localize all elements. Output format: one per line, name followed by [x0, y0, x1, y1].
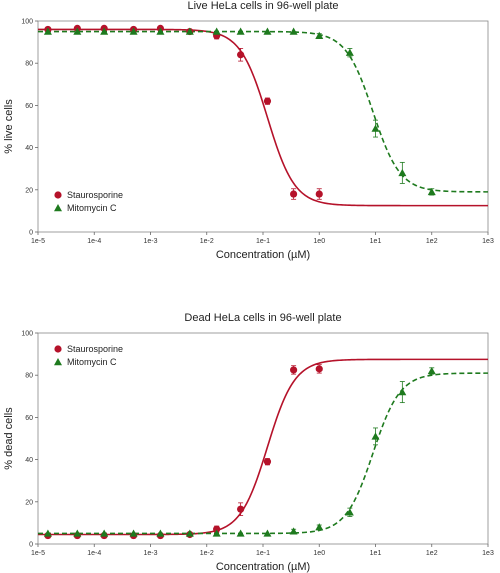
data-point-mitomycin-c — [129, 529, 138, 537]
data-point-mitomycin-c — [398, 168, 407, 177]
data-point-staurosporine — [315, 365, 323, 373]
data-point-mitomycin-c — [156, 27, 165, 35]
legend-marker — [54, 204, 62, 212]
data-point-mitomycin-c — [156, 529, 165, 537]
y-tick-label: 20 — [25, 499, 33, 506]
data-point-staurosporine — [315, 190, 323, 198]
data-point-mitomycin-c — [100, 529, 109, 537]
x-tick-label: 1e-4 — [87, 550, 101, 557]
data-point-mitomycin-c — [371, 124, 380, 132]
legend: Staurosporine Mitomycin C — [54, 190, 123, 213]
chart-title: Dead HeLa cells in 96-well plate — [184, 312, 341, 324]
x-tick-label: 1e-2 — [200, 238, 214, 245]
x-tick-label: 1e-2 — [200, 550, 214, 557]
y-tick-label: 60 — [25, 415, 33, 422]
y-tick-label: 80 — [25, 61, 33, 68]
plot-frame — [37, 20, 489, 233]
x-tick-label: 1e2 — [426, 238, 438, 245]
x-tick-label: 1e-3 — [143, 550, 157, 557]
y-tick-label: 80 — [25, 373, 33, 380]
x-tick-label: 1e-1 — [256, 238, 270, 245]
data-point-mitomycin-c — [345, 48, 354, 56]
chart-1: Live HeLa cells in 96-well plate 1e-5 1e-4… — [3, 0, 494, 261]
data-point-mitomycin-c — [185, 529, 194, 537]
data-point-staurosporine — [290, 190, 298, 198]
data-point-mitomycin-c — [427, 366, 436, 375]
x-tick-label: 1e1 — [370, 238, 382, 245]
data-point-staurosporine — [237, 505, 245, 513]
x-tick-label: 1e-1 — [256, 550, 270, 557]
x-tick-label: 1e-4 — [87, 238, 101, 245]
x-tick-label: 1e-5 — [31, 238, 45, 245]
data-point-mitomycin-c — [236, 27, 245, 35]
x-tick-label: 1e-3 — [143, 238, 157, 245]
x-tick-label: 1e-5 — [31, 550, 45, 557]
fit-curve-mitomycin-c — [38, 372, 489, 535]
data-point-mitomycin-c — [212, 27, 221, 35]
chart-2: Dead HeLa cells in 96-well plate 1e-5 1e-4… — [3, 312, 494, 573]
legend-label: Staurosporine — [67, 190, 123, 200]
x-tick-label: 1e0 — [313, 550, 325, 557]
data-point-mitomycin-c — [129, 27, 138, 35]
y-tick-label: 100 — [21, 19, 33, 26]
x-tick-label: 1e2 — [426, 550, 438, 557]
data-point-mitomycin-c — [263, 529, 272, 537]
y-tick-label: 100 — [21, 331, 33, 338]
legend-marker — [54, 358, 62, 366]
legend-label: Mitomycin C — [67, 203, 117, 213]
data-point-mitomycin-c — [289, 527, 298, 535]
y-tick-label: 40 — [25, 145, 33, 152]
data-point-mitomycin-c — [315, 31, 324, 39]
data-point-mitomycin-c — [315, 523, 324, 531]
data-point-mitomycin-c — [236, 529, 245, 537]
x-tick-label: 1e3 — [482, 238, 494, 245]
data-point-mitomycin-c — [43, 529, 52, 537]
y-tick-label: 40 — [25, 457, 33, 464]
x-axis-label: Concentration (µM) — [216, 249, 310, 261]
x-tick-label: 1e1 — [370, 550, 382, 557]
legend-label: Mitomycin C — [67, 357, 117, 367]
data-point-staurosporine — [263, 97, 272, 105]
data-point-mitomycin-c — [398, 388, 407, 396]
y-tick-label: 60 — [25, 103, 33, 110]
data-point-staurosporine — [290, 366, 298, 374]
data-point-staurosporine — [213, 525, 221, 533]
chart-title: Live HeLa cells in 96-well plate — [187, 0, 338, 12]
data-point-mitomycin-c — [263, 27, 272, 35]
legend-marker — [54, 345, 62, 353]
data-point-mitomycin-c — [73, 529, 82, 537]
x-tick-label: 1e0 — [313, 238, 325, 245]
y-axis-label: % live cells — [3, 99, 15, 154]
legend-marker — [54, 191, 62, 199]
data-point-staurosporine — [237, 51, 245, 59]
data-point-mitomycin-c — [73, 27, 82, 35]
data-point-mitomycin-c — [185, 27, 194, 35]
fit-curve-staurosporine — [38, 28, 488, 207]
data-point-mitomycin-c — [100, 27, 109, 35]
y-axis-label: % dead cells — [3, 407, 15, 470]
y-tick-label: 0 — [29, 542, 33, 549]
fit-curve-mitomycin-c — [38, 30, 489, 193]
legend-label: Staurosporine — [67, 344, 123, 354]
data-point-mitomycin-c — [427, 187, 436, 196]
y-tick-label: 20 — [25, 187, 33, 194]
legend: Staurosporine Mitomycin C — [54, 344, 123, 367]
data-point-staurosporine — [263, 458, 272, 466]
fit-curve-staurosporine — [38, 358, 488, 536]
data-point-mitomycin-c — [212, 529, 221, 537]
y-tick-label: 0 — [29, 230, 33, 237]
data-point-mitomycin-c — [289, 27, 298, 35]
data-point-mitomycin-c — [43, 27, 52, 35]
data-point-mitomycin-c — [371, 432, 380, 440]
x-tick-label: 1e3 — [482, 550, 494, 557]
x-axis-label: Concentration (µM) — [216, 561, 310, 573]
data-point-mitomycin-c — [345, 508, 354, 516]
